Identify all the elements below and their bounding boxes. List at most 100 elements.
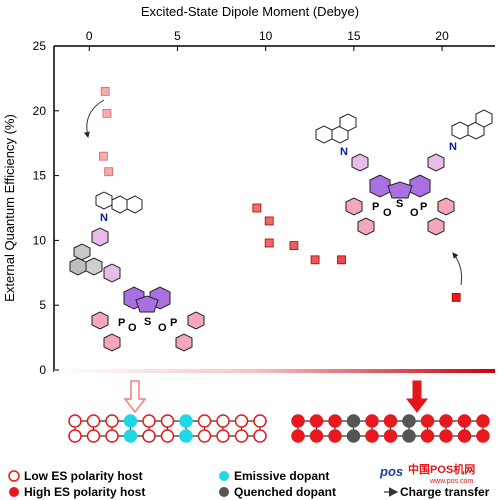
low-polarity-lattice xyxy=(68,414,267,443)
x-tick-label: 20 xyxy=(435,29,449,43)
data-point xyxy=(104,167,114,177)
lattice-site xyxy=(439,429,453,443)
lattice-site xyxy=(402,429,416,443)
x-tick-label: 15 xyxy=(347,29,361,43)
y-tick-label: 10 xyxy=(33,233,47,247)
high-polarity-lattice xyxy=(291,414,490,443)
lattice-site xyxy=(86,429,101,443)
right-molecule-s-label: S xyxy=(396,198,403,210)
left-molecule-o1-label: O xyxy=(128,322,137,334)
legend-marker-low-host xyxy=(8,470,20,482)
lattice-site xyxy=(234,414,249,428)
lattice-site xyxy=(346,414,361,428)
lattice-site xyxy=(142,429,156,443)
y-tick-label: 15 xyxy=(33,169,47,183)
lattice-site xyxy=(253,429,267,443)
x-tick-label: 5 xyxy=(174,29,181,43)
x-tick-label: 0 xyxy=(86,29,93,43)
lattice-site xyxy=(328,429,342,443)
lattice-site xyxy=(197,414,212,428)
lattice-site xyxy=(234,429,249,443)
watermark-logo: pos xyxy=(379,464,403,479)
legend-label-high-host: High ES polarity host xyxy=(24,485,145,499)
left-molecule-s-label: S xyxy=(144,316,151,328)
left-molecule-p2-label: P xyxy=(170,317,177,329)
lattice-site xyxy=(123,414,138,428)
lattice-site xyxy=(123,429,138,443)
right-molecule-n2-label: N xyxy=(449,141,457,153)
lattice-site xyxy=(402,414,416,428)
lattice-site xyxy=(309,429,324,443)
data-point xyxy=(451,293,461,302)
bottom-polarity-gradient-bar xyxy=(54,369,495,373)
lattice-site xyxy=(476,414,490,428)
y-tick-label: 5 xyxy=(39,298,46,312)
data-points xyxy=(98,86,461,302)
lattice-site xyxy=(383,429,398,443)
data-point xyxy=(337,255,346,265)
right-curved-arrow xyxy=(452,252,463,286)
data-point xyxy=(310,255,320,265)
lattice-site xyxy=(420,429,435,443)
legend-label-low-host: Low ES polarity host xyxy=(24,469,143,483)
lattice-site xyxy=(68,414,82,428)
lattice-site xyxy=(346,429,361,443)
x-tick-label: 10 xyxy=(259,29,273,43)
y-tick-label: 0 xyxy=(39,363,46,377)
lattice-site xyxy=(439,414,453,428)
x-ticks: 0 5 10 15 20 xyxy=(86,29,449,51)
lattice-site xyxy=(309,414,324,428)
left-molecule-n-label: N xyxy=(100,212,108,224)
plot-area xyxy=(53,45,495,373)
lattice-site xyxy=(105,414,119,428)
lattice-site xyxy=(160,429,175,443)
lattice-site xyxy=(365,414,379,428)
lattice-site xyxy=(216,414,230,428)
low-polarity-arrow xyxy=(123,380,147,414)
lattice-site xyxy=(365,429,379,443)
lattice-site xyxy=(420,414,435,428)
lattice-site xyxy=(197,429,212,443)
legend-label-emissive: Emissive dopant xyxy=(234,469,329,483)
data-point xyxy=(289,241,299,250)
data-point xyxy=(100,86,110,96)
lattice-site xyxy=(291,429,305,443)
lattice-site xyxy=(142,414,156,428)
legend-marker-emissive xyxy=(219,471,229,481)
left-molecule-p1-label: P xyxy=(118,317,125,329)
lattice-site xyxy=(179,414,193,428)
high-polarity-arrow xyxy=(405,380,429,413)
lattice-site xyxy=(179,429,193,443)
y-axis-title: External Quantum Efficiency (%) xyxy=(2,114,17,302)
right-molecule-o1-label: O xyxy=(383,207,392,219)
data-point xyxy=(98,151,108,161)
right-molecule-o2-label: O xyxy=(410,207,419,219)
lattice-site xyxy=(68,429,82,443)
legend-label-charge-transfer: Charge transfer xyxy=(400,485,490,499)
left-molecule-structure: N S P O P O xyxy=(69,191,205,352)
lattice-site xyxy=(383,414,398,428)
left-curved-arrow xyxy=(83,99,105,138)
data-point xyxy=(102,108,112,118)
lattice-site xyxy=(457,414,472,428)
legend-marker-high-host xyxy=(9,487,19,497)
y-tick-label: 25 xyxy=(33,39,47,53)
lattice-site xyxy=(105,429,119,443)
lattice-site xyxy=(160,414,175,428)
data-point xyxy=(264,238,274,248)
legend-label-quenched: Quenched dopant xyxy=(234,485,336,499)
watermark: pos 中国POS机网 www.pos.com xyxy=(378,460,498,485)
watermark-url: www.pos.com xyxy=(429,478,473,485)
x-axis-title: Excited-State Dipole Moment (Debye) xyxy=(141,4,359,19)
right-molecule-n1-label: N xyxy=(340,146,348,158)
lattice-site xyxy=(253,414,267,428)
lattice-site xyxy=(457,429,472,443)
right-molecule-p1-label: P xyxy=(372,201,379,213)
lattice-site xyxy=(328,414,342,428)
lattice-site xyxy=(86,414,101,428)
right-molecule-structure: N N S P O P O xyxy=(315,109,493,236)
legend-marker-quenched xyxy=(219,487,229,497)
y-tick-label: 20 xyxy=(33,104,47,118)
data-point xyxy=(252,203,262,213)
